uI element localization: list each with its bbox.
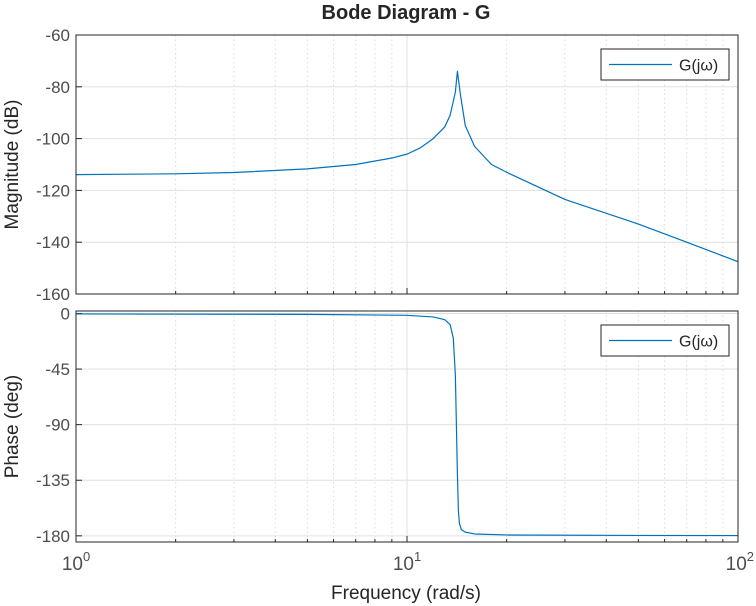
axes-box — [75, 34, 739, 295]
phase-panel: 0 -45 -90 -135 -180 Phase (deg) G(jω) — [2, 304, 739, 546]
legend-label: G(jω) — [679, 58, 718, 75]
y-tick-label: -90 — [45, 416, 70, 435]
x-tick-label: 101 — [393, 549, 421, 575]
chart-title: Bode Diagram - G — [322, 2, 491, 24]
y-tick-label: -80 — [45, 78, 70, 97]
y-tick-label: -120 — [36, 181, 70, 200]
axes-box — [75, 310, 739, 543]
y-tick-label: -135 — [36, 471, 70, 490]
y-tick-label: -160 — [36, 285, 70, 304]
x-tick-label: 100 — [62, 549, 90, 575]
series-line — [75, 70, 739, 263]
y-axis-label: Phase (deg) — [2, 375, 23, 479]
magnitude-panel: -60 -80 -100 -120 -140 -160 Magnitude (dB) G(jω… — [2, 26, 739, 304]
y-tick-label: -100 — [36, 130, 70, 149]
series-line — [75, 313, 739, 537]
y-tick-label: -60 — [45, 26, 70, 45]
y-tick-label: -140 — [36, 233, 70, 252]
legend-label: G(jω) — [679, 334, 718, 351]
y-tick-label: -45 — [45, 360, 70, 379]
y-tick-label: 0 — [61, 304, 70, 323]
x-tick-label: 102 — [726, 549, 754, 575]
y-axis-label: Magnitude (dB) — [2, 100, 23, 230]
x-axis-label: Frequency (rad/s) — [331, 583, 481, 604]
y-tick-label: -180 — [36, 527, 70, 546]
